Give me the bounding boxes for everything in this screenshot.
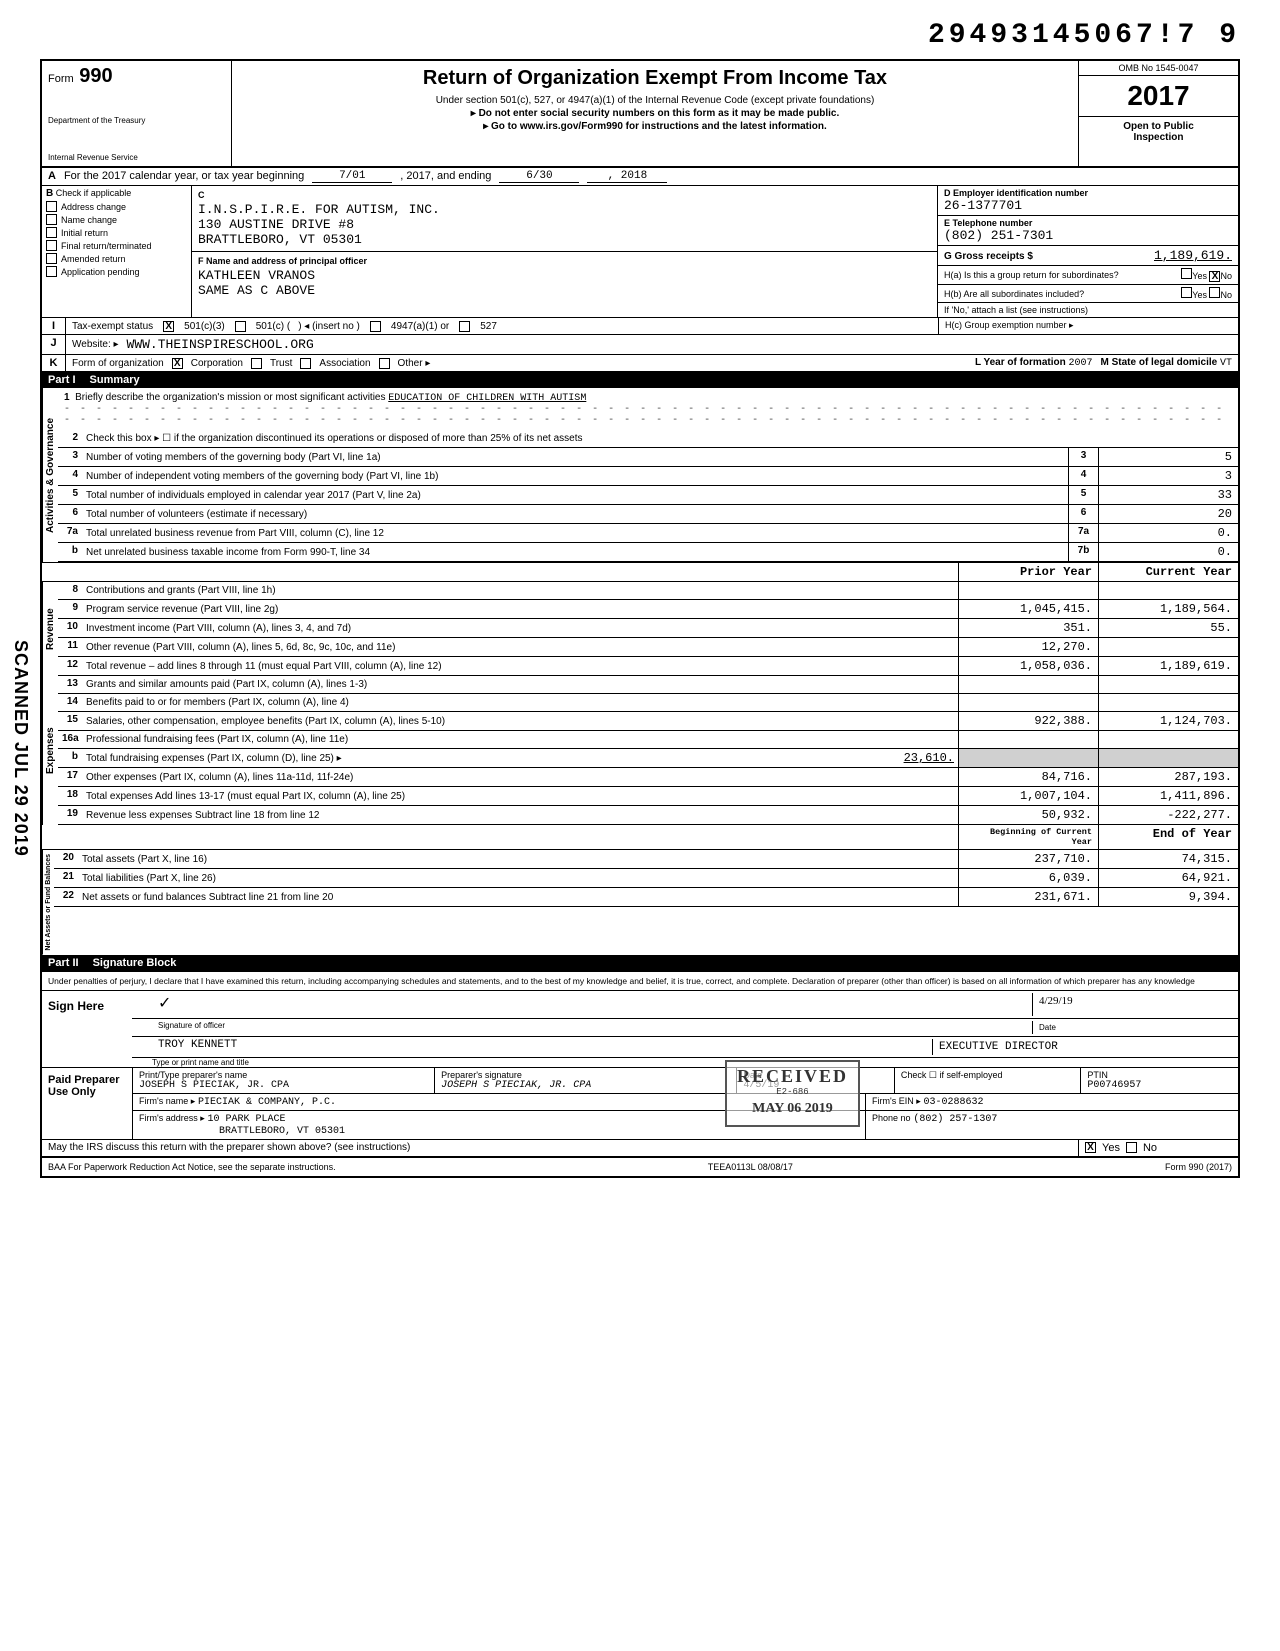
org-name: I.N.S.P.I.R.E. FOR AUTISM, INC. (198, 202, 931, 217)
ein: 26-1377701 (944, 198, 1232, 213)
open-to-public: Open to Public Inspection (1079, 117, 1238, 147)
top-control-number: 29493145067!7 9 (40, 20, 1240, 51)
sign-date: 4/29/19 (1032, 993, 1232, 1016)
mission-row: 1 Briefly describe the organization's mi… (58, 388, 1238, 430)
signer-title: EXECUTIVE DIRECTOR (932, 1039, 1232, 1055)
form-subtitle-1: Under section 501(c), 527, or 4947(a)(1)… (240, 94, 1070, 107)
signature-block: Under penalties of perjury, I declare th… (42, 971, 1238, 1176)
ha-no-checkbox[interactable]: X (1209, 271, 1220, 282)
officer-name: KATHLEEN VRANOS (198, 268, 315, 283)
h-a-row: H(a) Is this a group return for subordin… (938, 266, 1238, 285)
revenue-section: Revenue 8Contributions and grants (Part … (42, 582, 1238, 676)
chk-amended[interactable]: Amended return (46, 253, 187, 264)
mission-text: EDUCATION OF CHILDREN WITH AUTISM (388, 393, 586, 404)
hc-group-exemption: H(c) Group exemption number ▸ (938, 318, 1238, 334)
gross-receipts: 1,189,619. (1154, 248, 1232, 263)
row-k: K Form of organization XCorporation Trus… (42, 355, 1238, 372)
discuss-yes-checkbox[interactable]: X (1085, 1142, 1096, 1153)
h-b-row: H(b) Are all subordinates included? Yes … (938, 285, 1238, 303)
tax-year-end: 6/30 (499, 170, 579, 183)
received-stamp: RECEIVED E2-686 MAY 06 2019 (725, 1060, 860, 1127)
org-addr2: BRATTLEBORO, VT 05301 (198, 232, 931, 247)
form-subtitle-3: ▸ Go to www.irs.gov/Form990 for instruct… (240, 120, 1070, 133)
tax-year: 2017 (1079, 76, 1238, 117)
form-title: Return of Organization Exempt From Incom… (240, 67, 1070, 90)
header-middle: Return of Organization Exempt From Incom… (232, 61, 1078, 166)
signer-name: TROY KENNETT (138, 1039, 932, 1055)
chk-address-change[interactable]: Address change (46, 201, 187, 212)
chk-501c3[interactable]: X (163, 321, 174, 332)
governance-section: Activities & Governance 1 Briefly descri… (42, 388, 1238, 562)
footer: BAA For Paperwork Reduction Act Notice, … (42, 1157, 1238, 1176)
form-990-page: SCANNED JUL 29 2019 29493145067!7 9 Form… (40, 20, 1240, 1178)
dept-line-1: Department of the Treasury (48, 116, 225, 125)
form-number: Form 990 (48, 65, 225, 88)
section-bcd: B Check if applicable Address change Nam… (42, 186, 1238, 318)
scanned-stamp: SCANNED JUL 29 2019 (10, 640, 31, 857)
preparer-block: Paid Preparer Use Only Print/Type prepar… (42, 1067, 1238, 1139)
boy-eoy-header: Beginning of Current Year End of Year (42, 825, 1238, 850)
chk-final-return[interactable]: Final return/terminated (46, 240, 187, 251)
header-row: Form 990 Department of the Treasury Inte… (42, 61, 1238, 168)
form-subtitle-2: ▸ Do not enter social security numbers o… (240, 107, 1070, 120)
form-container: Form 990 Department of the Treasury Inte… (40, 59, 1240, 1178)
chk-initial-return[interactable]: Initial return (46, 227, 187, 238)
column-d: D Employer identification number 26-1377… (938, 186, 1238, 317)
fundraising-expenses: 23,610. (904, 751, 954, 765)
penalty-statement: Under penalties of perjury, I declare th… (42, 972, 1238, 990)
column-c: C I.N.S.P.I.R.E. FOR AUTISM, INC. 130 AU… (192, 186, 938, 317)
discuss-row: May the IRS discuss this return with the… (42, 1139, 1238, 1157)
phone: (802) 251-7301 (944, 228, 1232, 243)
header-left: Form 990 Department of the Treasury Inte… (42, 61, 232, 166)
officer-addr: SAME AS C ABOVE (198, 283, 931, 298)
chk-pending[interactable]: Application pending (46, 266, 187, 277)
row-a: A For the 2017 calendar year, or tax yea… (42, 168, 1238, 186)
omb-number: OMB No 1545-0047 (1079, 61, 1238, 76)
part-2-header: Part II Signature Block (42, 955, 1238, 971)
netassets-section: Net Assets or Fund Balances 20Total asse… (42, 850, 1238, 955)
expenses-section: Expenses 13Grants and similar amounts pa… (42, 676, 1238, 825)
row-j: J Website: ▸ WWW.THEINSPIRESCHOOL.ORG (42, 335, 1238, 355)
officer-signature: ✓ (138, 993, 1032, 1016)
column-b: B Check if applicable Address change Nam… (42, 186, 192, 317)
prior-current-header: Prior Year Current Year (42, 562, 1238, 582)
part-1-header: Part I Summary (42, 372, 1238, 388)
org-addr1: 130 AUSTINE DRIVE #8 (198, 217, 931, 232)
chk-name-change[interactable]: Name change (46, 214, 187, 225)
row-i: I Tax-exempt status X501(c)(3) 501(c) ()… (42, 318, 1238, 335)
website: WWW.THEINSPIRESCHOOL.ORG (127, 337, 314, 352)
tax-year-begin: 7/01 (312, 170, 392, 183)
dept-line-2: Internal Revenue Service (48, 153, 225, 162)
header-right: OMB No 1545-0047 2017 Open to Public Ins… (1078, 61, 1238, 166)
